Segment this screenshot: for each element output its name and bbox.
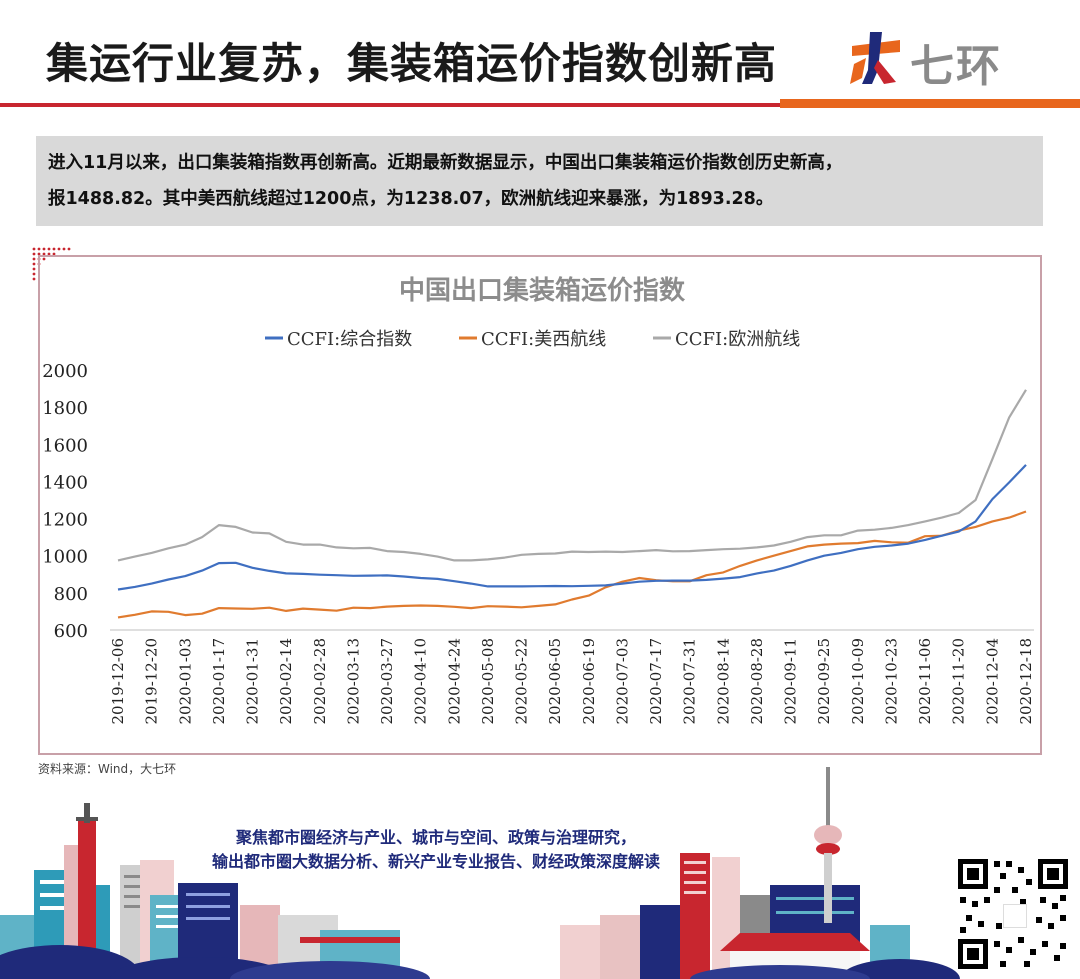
x-tick-label: 2019-12-06 <box>109 638 127 724</box>
x-tick-label: 2020-05-22 <box>513 638 531 724</box>
x-tick-label: 2020-11-20 <box>950 638 968 724</box>
x-tick-label: 2020-03-13 <box>344 638 362 724</box>
slogan-line-1: 聚焦都市圈经济与产业、城市与空间、政策与治理研究， <box>235 828 636 847</box>
x-tick-label: 2020-01-17 <box>210 638 228 724</box>
x-tick-label: 2020-08-14 <box>714 638 732 724</box>
x-tick-label: 2020-12-04 <box>983 638 1001 724</box>
x-tick-label: 2020-09-25 <box>815 638 833 724</box>
y-tick-label: 1800 <box>42 398 88 419</box>
x-tick-label: 2020-10-23 <box>882 638 900 724</box>
brand-name: 七环 <box>910 41 1002 92</box>
summary-line-2: 报1488.82。其中美西航线超过1200点，为1238.07，欧洲航线迎来暴涨… <box>48 189 774 209</box>
chart-frame <box>38 255 1042 755</box>
x-tick-label: 2020-06-05 <box>546 638 564 724</box>
daqihuan-logo-icon <box>850 32 900 84</box>
summary-line-1: 进入11月以来，出口集装箱指数再创新高。近期最新数据显示，中国出口集装箱运价指数… <box>48 153 843 173</box>
x-tick-label: 2020-03-27 <box>378 638 396 724</box>
x-tick-label: 2020-09-11 <box>782 638 800 724</box>
x-tick-label: 2020-07-03 <box>613 638 631 724</box>
x-tick-label: 2020-04-10 <box>412 638 430 724</box>
x-tick-label: 2020-07-17 <box>647 638 665 724</box>
x-tick-label: 2020-08-28 <box>748 638 766 724</box>
x-tick-label: 2020-01-03 <box>176 638 194 724</box>
x-tick-label: 2020-12-18 <box>1017 638 1035 724</box>
x-tick-label: 2019-12-20 <box>143 638 161 724</box>
qr-logo-icon <box>1003 904 1027 928</box>
header-rule-red <box>0 103 780 107</box>
series-line <box>117 510 1027 619</box>
qr-code-icon[interactable] <box>956 857 1070 971</box>
legend-label: CCFI:综合指数 <box>287 329 412 350</box>
chart-title: 中国出口集装箱运价指数 <box>399 275 686 306</box>
y-axis: 600 800 1000 1200 1400 1600 1800 2000 <box>42 361 88 642</box>
x-axis: 2019-12-06 2019-12-20 2020-01-03 2020-01-17… <box>109 629 1035 724</box>
x-tick-label: 2020-05-08 <box>479 638 497 724</box>
x-tick-label: 2020-02-28 <box>311 638 329 724</box>
y-tick-label: 1600 <box>42 435 88 456</box>
brand-logo: 七环 <box>848 26 1048 92</box>
x-tick-label: 2020-02-14 <box>277 638 295 724</box>
source-note: 资料来源：Wind，大七环 <box>38 762 177 776</box>
x-tick-label: 2020-01-31 <box>244 638 262 724</box>
x-tick-label: 2020-04-24 <box>445 638 463 724</box>
series-line <box>117 389 1027 562</box>
footer-slogan: 聚焦都市圈经济与产业、城市与空间、政策与治理研究， 输出都市圈大数据分析、新兴产… <box>176 826 696 874</box>
y-tick-label: 1200 <box>42 510 88 531</box>
page-title: 集运行业复苏，集装箱运价指数创新高 <box>46 39 778 88</box>
y-tick-label: 1400 <box>42 472 88 493</box>
x-tick-label: 2020-11-06 <box>916 638 934 724</box>
summary-box: 进入11月以来，出口集装箱指数再创新高。近期最新数据显示，中国出口集装箱运价指数… <box>36 136 1043 226</box>
city-skyline-illustration <box>0 767 960 979</box>
y-tick-label: 600 <box>54 621 88 642</box>
legend-label: CCFI:美西航线 <box>481 329 606 350</box>
series-lines <box>117 389 1027 619</box>
series-line <box>117 464 1027 591</box>
legend-label: CCFI:欧洲航线 <box>675 329 800 350</box>
header-rule-orange <box>780 99 1080 108</box>
chart-legend: CCFI:综合指数 CCFI:美西航线 CCFI:欧洲航线 <box>265 329 800 350</box>
x-tick-label: 2020-07-31 <box>681 638 699 724</box>
y-tick-label: 2000 <box>42 361 88 382</box>
x-tick-label: 2020-06-19 <box>580 638 598 724</box>
y-tick-label: 800 <box>54 584 88 605</box>
slogan-line-2: 输出都市圈大数据分析、新兴产业专业报告、财经政策深度解读 <box>211 852 660 871</box>
x-tick-label: 2020-10-09 <box>849 638 867 724</box>
y-tick-label: 1000 <box>42 547 88 568</box>
